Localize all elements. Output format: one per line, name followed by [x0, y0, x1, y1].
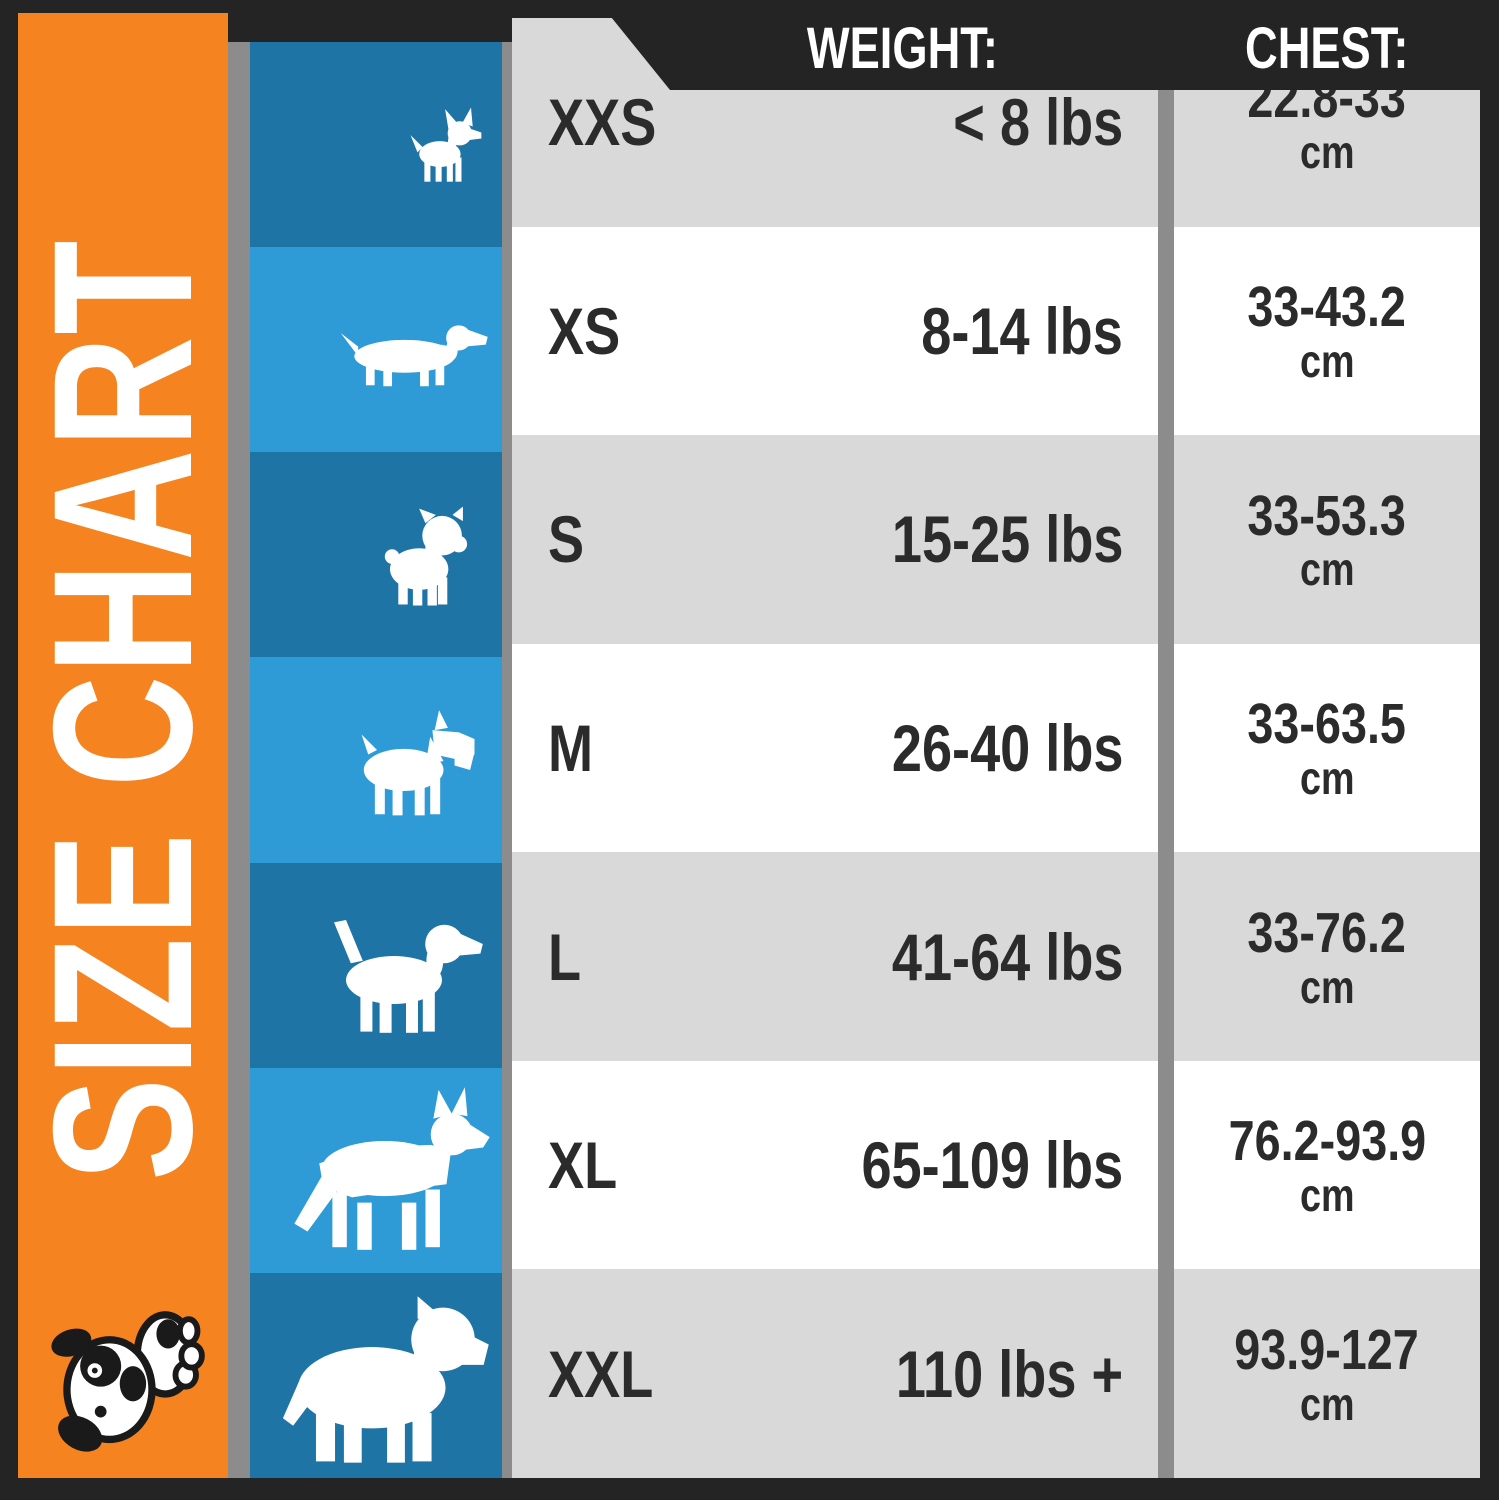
size-table: XXS < 8 lbs 22.8-33 cm XS 8-14 lbs 33-43… [512, 18, 1480, 1479]
size-label: M [548, 711, 594, 786]
size-label: XXL [548, 1336, 654, 1411]
chest-value: 33-63.5 [1247, 692, 1407, 757]
chest-unit: cm [1299, 1169, 1355, 1222]
title-band [18, 13, 228, 1478]
chest-unit: cm [1299, 1377, 1355, 1430]
page-title-text: SIZE CHART [12, 238, 233, 1182]
chest-unit: cm [1299, 543, 1355, 596]
table-row: XXL 110 lbs + 93.9-127 cm [512, 1269, 1480, 1479]
dog-cell [250, 42, 502, 248]
size-label: L [548, 919, 582, 994]
dog-cell [250, 1067, 502, 1273]
chest-unit: cm [1299, 126, 1355, 179]
chest-value: 33-53.3 [1247, 483, 1407, 548]
weight-column-header: WEIGHT: [806, 16, 998, 81]
mastiff-icon [255, 1286, 490, 1464]
dog-cell [250, 657, 502, 863]
table-row: L 41-64 lbs 33-76.2 cm [512, 852, 1480, 1061]
table-row: M 26-40 lbs 33-63.5 cm [512, 643, 1480, 853]
chest-column-header: CHEST: [1245, 16, 1409, 81]
pug-icon [365, 500, 490, 610]
chihuahua-icon [395, 104, 490, 186]
table-header: WEIGHT: CHEST: [607, 12, 1499, 90]
divider-weight-chest [1158, 90, 1174, 1478]
table-row: XS 8-14 lbs 33-43.2 cm [512, 226, 1480, 436]
size-label: XS [548, 293, 621, 368]
divider-blue-table [502, 42, 512, 1478]
dog-column [250, 42, 502, 1478]
german-shepherd-icon [260, 1082, 490, 1259]
table-row: XL 65-109 lbs 76.2-93.9 cm [512, 1060, 1480, 1270]
divider-orange-blue [228, 42, 250, 1478]
weight-value: 8-14 lbs [921, 293, 1123, 368]
chest-unit: cm [1299, 751, 1355, 804]
chest-value: 76.2-93.9 [1228, 1109, 1426, 1174]
size-label: XL [548, 1128, 618, 1203]
dog-cell [250, 862, 502, 1068]
dog-cell [250, 452, 502, 658]
weight-value: 41-64 lbs [891, 919, 1123, 994]
beagle-icon [310, 896, 490, 1034]
size-label: S [548, 502, 585, 577]
weight-value: 15-25 lbs [891, 502, 1123, 577]
size-label: XXS [548, 85, 657, 160]
weight-value: 110 lbs + [895, 1336, 1123, 1411]
chest-value: 33-76.2 [1247, 900, 1407, 965]
chest-unit: cm [1299, 334, 1355, 387]
dog-cell [250, 247, 502, 453]
table-row: S 15-25 lbs 33-53.3 cm [512, 435, 1480, 644]
weight-value: < 8 lbs [953, 85, 1123, 160]
dog-cell [250, 1272, 502, 1478]
chest-unit: cm [1299, 960, 1355, 1013]
schnauzer-icon [335, 699, 490, 821]
chest-value: 33-43.2 [1247, 274, 1407, 339]
dachshund-icon [325, 306, 490, 393]
chest-value: 93.9-127 [1234, 1317, 1420, 1382]
page-title: SIZE CHART [12, 85, 233, 1335]
weight-value: 26-40 lbs [891, 711, 1123, 786]
weight-value: 65-109 lbs [861, 1128, 1123, 1203]
cartoon-dog-logo-icon [51, 1311, 205, 1452]
